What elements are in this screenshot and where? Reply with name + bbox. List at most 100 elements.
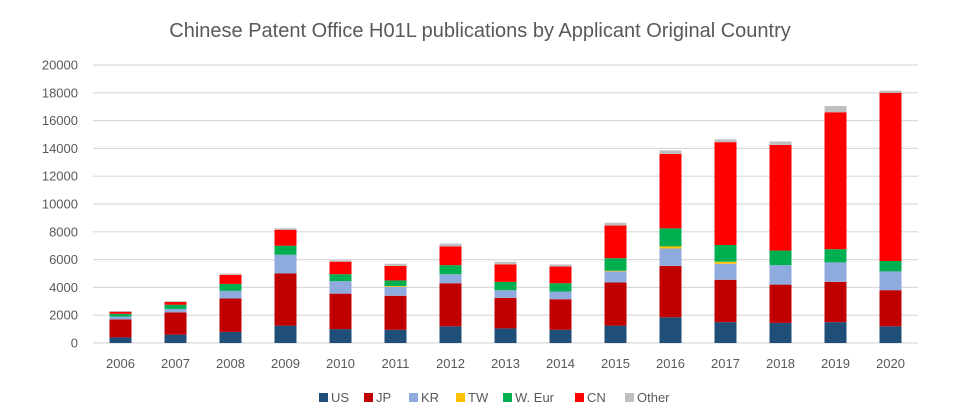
bar-segment-us [824,322,847,343]
bar-segment-kr [329,281,352,294]
bar-segment-us [714,322,737,343]
bar-segment-weur [219,283,242,291]
bar-segment-cn [879,92,902,261]
y-tick-label: 0 [71,336,78,351]
y-tick-label: 18000 [42,85,78,100]
legend-label: KR [421,390,439,405]
legend-label: US [331,390,349,405]
bar-segment-other [659,150,682,154]
bar-segment-jp [659,265,682,318]
x-tick-label: 2011 [382,356,410,371]
x-tick-label: 2015 [601,356,630,371]
bar-segment-jp [439,283,462,327]
bar-segment-cn [329,261,352,275]
bar-segment-weur [714,245,737,262]
x-tick-label: 2013 [491,356,520,371]
x-tick-label: 2016 [656,356,685,371]
legend-swatch [364,393,373,402]
bar-segment-cn [219,274,242,284]
x-tick-label: 2019 [821,356,850,371]
bar-segment-kr [219,290,242,299]
bar-segment-weur [384,280,407,287]
y-tick-label: 10000 [42,197,78,212]
bar-segment-other [329,260,352,262]
bar-segment-cn [384,265,407,281]
bar-segment-other [879,90,902,93]
bar-segment-other [439,243,462,247]
legend-swatch [456,393,465,402]
bar-segment-kr [274,254,297,274]
bar-segment-jp [879,290,902,327]
bar-segment-cn [824,112,847,250]
legend-label: Other [637,390,670,405]
bar-segment-tw [384,286,407,287]
y-tick-label: 4000 [49,280,78,295]
legend-label: W. Eur [515,390,555,405]
legend-swatch [503,393,512,402]
bar-segment-other [549,264,572,267]
bar-segment-us [274,325,297,343]
bar-segment-jp [824,281,847,323]
bar-segment-weur [604,258,627,271]
bar-segment-us [659,317,682,343]
bar-segment-us [164,334,187,343]
bar-segment-us [494,328,517,343]
bar-segment-us [769,322,792,343]
x-tick-label: 2014 [546,356,575,371]
x-tick-label: 2010 [326,356,355,371]
bar-segment-cn [164,301,187,305]
x-tick-label: 2006 [106,356,135,371]
x-tick-label: 2017 [711,356,740,371]
x-tick-label: 2012 [436,356,465,371]
bar-segment-weur [549,283,572,292]
bar-segment-kr [164,308,187,313]
legend-label: CN [587,390,606,405]
bar-segment-kr [659,248,682,266]
bar-segment-jp [109,319,132,338]
bar-segment-cn [274,229,297,246]
bar-segment-weur [164,304,187,309]
x-tick-label: 2018 [766,356,795,371]
bar-segment-other [109,311,132,312]
bar-segment-kr [549,291,572,300]
bar-segment-jp [329,293,352,330]
y-tick-label: 2000 [49,308,78,323]
bar-segment-jp [604,282,627,326]
bar-segment-kr [384,286,407,296]
legend-swatch [625,393,634,402]
bar-segment-us [879,326,902,343]
bar-segment-kr [714,263,737,280]
y-tick-label: 16000 [42,113,78,128]
bar-segment-kr [439,274,462,284]
bar-segment-jp [164,312,187,335]
bar-segment-us [604,325,627,343]
bar-segment-tw [659,246,682,249]
bar-segment-us [549,329,572,343]
x-tick-label: 2009 [271,356,300,371]
chart-title: Chinese Patent Office H01L publications … [169,20,790,42]
bar-segment-jp [494,297,517,329]
bar-segment-us [439,326,462,343]
legend-swatch [319,393,328,402]
bar-segment-weur [824,249,847,263]
bar-segment-other [604,222,627,226]
bar-segment-us [109,337,132,343]
bar-segment-kr [604,271,627,283]
bar-segment-kr [494,290,517,298]
legend-swatch [575,393,584,402]
legend-label: JP [376,390,391,405]
bar-segment-other [824,106,847,113]
bar-segment-other [164,301,187,302]
y-tick-label: 14000 [42,141,78,156]
bar-segment-us [384,329,407,343]
bar-segment-other [274,228,297,230]
bar-segment-weur [659,228,682,247]
x-tick-label: 2008 [216,356,245,371]
bar-segment-cn [659,153,682,229]
bar-segment-weur [769,250,792,266]
bar-segment-cn [604,225,627,259]
bar-segment-weur [274,245,297,255]
bar-segment-other [769,141,792,145]
bar-segment-weur [439,265,462,275]
